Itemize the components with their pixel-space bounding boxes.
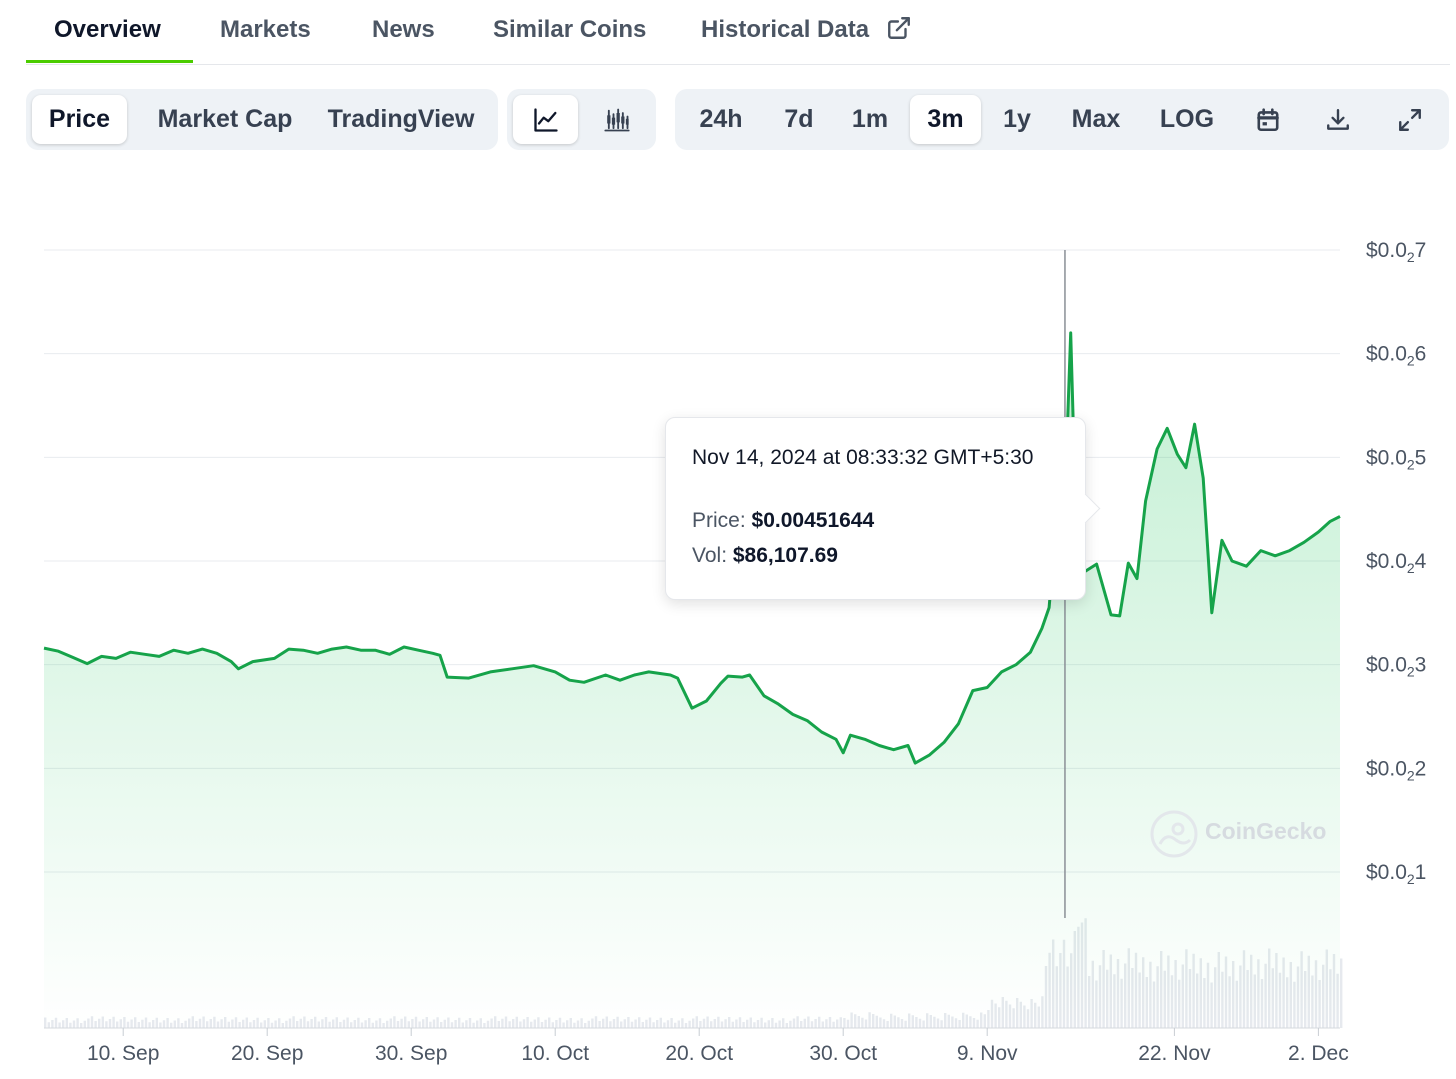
y-tick-label: $0.022	[1366, 757, 1426, 783]
y-tick-label: $0.025	[1366, 446, 1426, 472]
market-cap-button[interactable]: Market Cap	[157, 105, 293, 133]
y-tick-label: $0.024	[1366, 550, 1427, 576]
coingecko-logo-icon	[1150, 810, 1198, 858]
tab-markets[interactable]: Markets	[220, 16, 311, 43]
line-chart-button[interactable]	[513, 95, 578, 144]
x-tick-label: 10. Sep	[87, 1042, 159, 1065]
tradingview-button[interactable]: TradingView	[327, 105, 475, 133]
tooltip-volume: Vol: $86,107.69	[692, 544, 838, 568]
watermark-text: CoinGecko	[1205, 818, 1327, 844]
x-tick-label: 20. Oct	[665, 1042, 733, 1065]
tab-news[interactable]: News	[372, 16, 435, 43]
download-button[interactable]	[1309, 95, 1367, 144]
tab-similar-coins[interactable]: Similar Coins	[493, 16, 647, 43]
y-tick-label: $0.026	[1366, 343, 1426, 369]
external-link-icon	[887, 16, 910, 39]
volume-bar	[1340, 958, 1343, 1028]
candlestick-chart-icon	[603, 108, 630, 131]
nav-tabs: Overview Markets News Similar Coins Hist…	[26, 0, 1450, 65]
chart-style-group	[507, 89, 656, 150]
price-button[interactable]: Price	[32, 95, 127, 144]
range-1m-button[interactable]: 1m	[851, 105, 889, 133]
range-24h-button[interactable]: 24h	[699, 105, 743, 133]
tab-overview[interactable]: Overview	[54, 16, 161, 43]
tooltip-price-label: Price:	[692, 509, 746, 532]
x-tick-label: 30. Oct	[809, 1042, 877, 1065]
candlestick-chart-button[interactable]	[584, 95, 649, 144]
log-scale-button[interactable]: LOG	[1159, 105, 1215, 133]
calendar-button[interactable]	[1239, 95, 1297, 144]
price-area-fill	[44, 332, 1340, 1028]
tooltip-price-value: $0.00451644	[751, 509, 875, 532]
fullscreen-button[interactable]	[1381, 95, 1439, 144]
price-line	[43, 331, 1341, 765]
tab-historical-data[interactable]: Historical Data	[701, 0, 912, 62]
y-tick-label: $0.027	[1366, 239, 1426, 265]
range-max-button[interactable]: Max	[1071, 105, 1121, 133]
coingecko-watermark: CoinGecko	[1150, 810, 1326, 858]
y-tick-label: $0.021	[1366, 861, 1426, 887]
range-7d-button[interactable]: 7d	[784, 105, 814, 133]
x-tick-label: 22. Nov	[1138, 1042, 1211, 1065]
download-icon	[1327, 108, 1349, 130]
x-tick-label: 30. Sep	[375, 1042, 447, 1065]
tooltip-price: Price: $0.00451644	[692, 509, 874, 533]
tooltip-vol-label: Vol:	[692, 544, 728, 567]
calendar-icon	[1257, 107, 1279, 131]
range-group: 24h 7d 1m 3m 1y Max LOG	[675, 89, 1449, 150]
x-axis: 10. Sep 20. Sep 30. Sep 10. Oct 20. Oct 30. O…	[44, 1027, 1349, 1065]
x-tick-label: 9. Nov	[957, 1042, 1018, 1065]
expand-icon	[1399, 108, 1421, 131]
x-tick-label: 10. Oct	[521, 1042, 589, 1065]
tab-historical-data-label: Historical Data	[701, 16, 870, 43]
line-chart-icon	[533, 107, 558, 132]
y-tick-label: $0.023	[1366, 654, 1426, 680]
chart-mode-group: Price Market Cap TradingView	[26, 89, 498, 150]
range-3m-button[interactable]: 3m	[910, 95, 981, 144]
y-axis: $0.027 $0.026 $0.025 $0.024 $0.023 $0.022 $0.0…	[1366, 239, 1427, 887]
chart-tooltip: Nov 14, 2024 at 08:33:32 GMT+5:30 Price:…	[665, 417, 1101, 600]
tooltip-vol-value: $86,107.69	[732, 544, 838, 567]
x-tick-label: 20. Sep	[231, 1042, 303, 1065]
tooltip-date: Nov 14, 2024 at 08:33:32 GMT+5:30	[692, 446, 1034, 469]
x-tick-label: 2. Dec	[1288, 1042, 1349, 1065]
active-tab-indicator	[26, 60, 193, 63]
range-1y-button[interactable]: 1y	[1003, 105, 1031, 133]
